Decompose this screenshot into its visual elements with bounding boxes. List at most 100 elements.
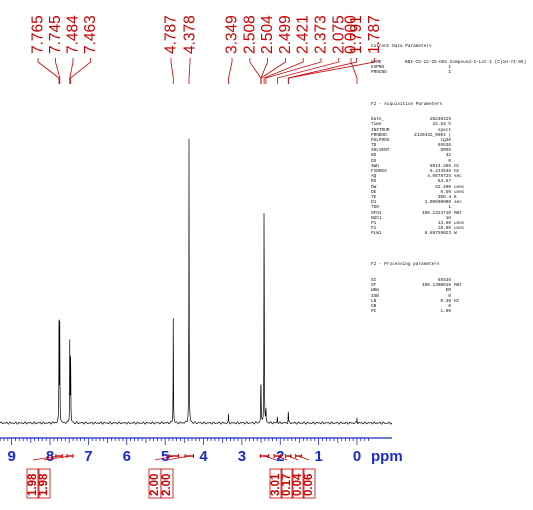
proc-param-value: 65536 [437, 278, 451, 284]
integral-value-box [291, 468, 305, 499]
peak-label-connector [55, 58, 61, 84]
acq-param-value: 10.00 [437, 226, 451, 232]
proc-param-key: SSB [371, 293, 379, 299]
peak-label-connector [263, 58, 304, 84]
acq-param-row: DE 6.50 usec [371, 190, 531, 195]
proc-param-value: 0 [448, 304, 451, 309]
acq-param-row: DS 0 [371, 159, 531, 164]
peak-label-connector [170, 58, 174, 84]
proc-param-value: EM [445, 288, 451, 294]
acq-param-row: DW 62.400 usec [371, 185, 531, 190]
proc-param-row: SSB 0 [371, 294, 531, 299]
acq-param-unit: usec [454, 189, 465, 195]
acq-param-value: 1H [445, 215, 451, 221]
current-param-key: EXPNO [371, 65, 385, 71]
acq-param-key: TD0 [371, 205, 379, 211]
integral-value: 0.17 [281, 474, 293, 496]
peak-label-connector [265, 58, 322, 84]
current-param-value: BNI-CS-12-25-D01 Compound-2-Lot-1 (C)1H-… [405, 60, 527, 65]
proc-param-row: GB 0 [371, 304, 531, 309]
acq-param-key: D1 [371, 200, 377, 206]
acq-param-row: P1 10.00 usec [371, 226, 531, 231]
acq-param-unit: sec [454, 174, 462, 180]
current-params-title: Current Data Parameters [371, 44, 432, 50]
proc-param-key: SF [371, 283, 377, 289]
f2-acquisition-title: F2 - Acquisition Parameters [371, 101, 443, 107]
proc-param-key: LB [371, 298, 377, 304]
acq-param-value: 8013.365 [429, 163, 451, 169]
acq-param-row: SWH 8013.365 Hz [371, 164, 531, 169]
proc-param-value: 400.1300019 [422, 283, 451, 289]
acq-param-key: SFO1 [371, 210, 382, 216]
integral-value-box [26, 468, 40, 499]
integral-value-box [37, 468, 51, 499]
acq-param-value: spect [437, 127, 451, 133]
acq-param-value: 0.244548 [429, 169, 451, 175]
peak-label: 7.484 [65, 15, 82, 54]
integral-connector [32, 455, 60, 461]
acq-param-value: Z130432_0004 ( [414, 132, 451, 138]
peak-label: 1.787 [366, 15, 383, 54]
integral-value-box [269, 468, 283, 499]
acq-param-row: RG 64.57 [371, 179, 531, 184]
proc-param-value: 0 [448, 293, 451, 299]
integral-value: 1.98 [27, 473, 39, 496]
peak-label: 2.499 [277, 15, 294, 54]
integral-value-box [160, 468, 174, 499]
proc-param-row: SF 400.1300019 MHz [371, 283, 531, 288]
acq-param-unit: usec [454, 220, 465, 226]
integral-value-box [280, 468, 294, 499]
acq-param-key: INSTRUM [371, 127, 390, 133]
peak-label: 2.504 [259, 15, 276, 54]
proc-param-row: WDW EM [371, 288, 531, 293]
acq-param-value: 8.89759023 [424, 231, 451, 237]
integral-value: 2.00 [161, 474, 173, 496]
acq-param-key: AQ [371, 174, 377, 180]
acq-param-unit: usec [454, 226, 465, 232]
proc-param-row: LB 0.30 Hz [371, 299, 531, 304]
peak-label-connector [276, 58, 340, 84]
peak-label: 0.000 [343, 15, 360, 54]
integral-connector [264, 455, 277, 461]
acq-param-key: P1 [371, 220, 377, 226]
x-tick-label: 6 [123, 448, 131, 465]
acq-param-row: P1 13.60 usec [371, 221, 531, 226]
integral-layer: 1.98 1.98 2.00 2.00 3.01 0.17 0.04 0.06 [26, 454, 316, 499]
x-tick-label: 5 [161, 448, 169, 465]
integral-connector [277, 455, 288, 461]
acq-param-unit: Hz [454, 169, 460, 175]
x-tick-label: 1 [314, 448, 322, 465]
acq-param-key: NUC1 [371, 215, 382, 221]
acq-param-key: SOLVENT [371, 148, 390, 154]
peak-label-connector [350, 58, 358, 84]
integral-value: 2.00 [149, 474, 161, 496]
acq-param-value: zg30 [440, 137, 451, 143]
acq-param-key: DS [371, 158, 377, 164]
acq-param-key: NS [371, 153, 377, 159]
proc-param-row: PC 1.00 [371, 309, 531, 314]
integral-value: 3.01 [270, 473, 282, 496]
acq-param-row: AQ 4.0878725 sec [371, 174, 531, 179]
integral-value: 1.98 [38, 473, 50, 496]
current-params-list: NAME BNI-CS-12-25-D01 Compound-2-Lot-1 (C… [371, 60, 531, 76]
proc-param-unit: Hz [454, 298, 460, 304]
acq-param-value: 13.60 [437, 220, 451, 226]
acq-param-key: Time [371, 122, 382, 128]
peak-label: 3.349 [224, 15, 241, 54]
integral-connector [298, 455, 310, 461]
proc-param-unit: MHz [454, 283, 462, 289]
acq-param-value: 62.400 [435, 184, 451, 190]
acq-param-row: FIDRES 0.244548 Hz [371, 169, 531, 174]
acq-param-row: SFO1 400.1324710 MHz [371, 211, 531, 216]
f2-processing-title: F2 - Processing parameters [371, 262, 440, 268]
current-param-value: 1 [448, 65, 451, 71]
integral-connector [288, 455, 299, 461]
acq-param-value: 0 [448, 158, 451, 164]
acq-param-row: SOLVENT DMSO [371, 148, 531, 153]
proc-param-value: 1.00 [440, 309, 451, 315]
acq-param-value: 4.0878725 [427, 174, 451, 180]
peak-label-connector [287, 58, 375, 84]
integral-value: 0.06 [303, 474, 315, 496]
integral-value: 0.04 [292, 473, 304, 496]
peak-label-connector [188, 58, 191, 84]
